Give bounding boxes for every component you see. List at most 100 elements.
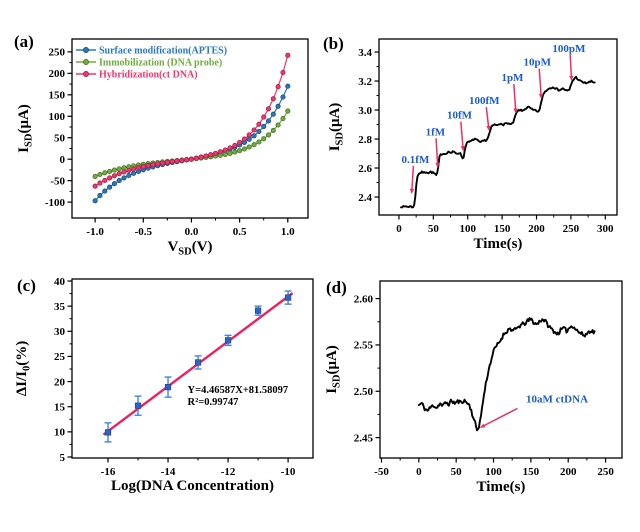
x-axis-label: Time(s) [474, 236, 523, 252]
svg-text:2.8: 2.8 [358, 134, 372, 146]
svg-text:100: 100 [459, 223, 476, 235]
svg-text:-16: -16 [101, 466, 116, 478]
chart-c-calibration: -16 -14 -12 -10 5 10 15 20 25 30 35 40 Log(DNA Conce… [14, 276, 314, 494]
svg-text:25: 25 [54, 351, 66, 363]
panel-c: (c) -16 -14 -12 -10 5 10 15 20 25 30 35 40 Log(DNA C… [0, 266, 320, 532]
svg-text:50: 50 [54, 133, 66, 145]
svg-text:20: 20 [54, 376, 66, 388]
annotations: 10aM ctDNA [479, 394, 588, 428]
data-point [224, 337, 232, 344]
x-axis-label: VSD(V) [167, 239, 212, 258]
svg-text:100fM: 100fM [469, 95, 500, 107]
svg-text:50: 50 [451, 466, 463, 478]
svg-text:10aM ctDNA: 10aM ctDNA [526, 394, 588, 406]
svg-text:Hybridization(ct DNA): Hybridization(ct DNA) [99, 70, 198, 81]
svg-text:R²=0.99747: R²=0.99747 [188, 397, 239, 408]
svg-text:2.55: 2.55 [354, 340, 374, 352]
svg-text:100pM: 100pM [552, 43, 586, 55]
svg-text:0: 0 [60, 154, 66, 166]
chart-d-time-trace: -50 0 50 100 150 200 250 2.45 2.50 2.55 2.60 Time(s… [324, 280, 623, 495]
svg-text:300: 300 [597, 223, 614, 235]
svg-text:0.5: 0.5 [233, 226, 247, 238]
svg-text:150: 150 [49, 90, 66, 102]
svg-text:0.1fM: 0.1fM [402, 154, 430, 166]
x-axis-label: Time(s) [477, 479, 526, 495]
panel-a: (a) -1.0 -0.5 0.0 0.5 1.0 -100 -50 0 50 100 150 200… [0, 0, 320, 266]
svg-text:10pM: 10pM [523, 57, 551, 69]
data-point [134, 402, 142, 409]
svg-text:150: 150 [523, 466, 540, 478]
svg-text:50: 50 [428, 223, 440, 235]
svg-text:3.4: 3.4 [358, 47, 372, 59]
svg-text:-0.5: -0.5 [135, 226, 153, 238]
svg-text:1.0: 1.0 [281, 226, 295, 238]
iv-series [92, 52, 291, 204]
y-axis-label: ISD(μA) [324, 345, 343, 394]
svg-text:100: 100 [49, 111, 66, 123]
axes: 0 50 100 150 200 250 300 2.4 2.6 2.8 3.0 3.2 3.4 [358, 38, 618, 235]
panel-c-label: (c) [17, 276, 36, 295]
svg-text:200: 200 [528, 223, 545, 235]
svg-text:2.45: 2.45 [354, 432, 374, 444]
data-point [194, 359, 202, 366]
svg-text:Surface modification(APTES): Surface modification(APTES) [99, 46, 227, 57]
y-axis-label: ISD(μA) [16, 104, 35, 153]
svg-text:0: 0 [416, 466, 422, 478]
svg-text:2.60: 2.60 [354, 293, 374, 305]
svg-text:40: 40 [54, 276, 66, 288]
data-point [284, 294, 292, 301]
calibration-series [102, 290, 294, 443]
data-point [254, 307, 262, 314]
svg-text:15: 15 [54, 402, 66, 414]
svg-text:10: 10 [54, 427, 66, 439]
panel-a-label: (a) [14, 32, 34, 51]
svg-text:200: 200 [49, 68, 66, 80]
axes: -1.0 -0.5 0.0 0.5 1.0 -100 -50 0 50 100 150 200 250 [45, 38, 309, 238]
axes: -50 0 50 100 150 200 250 2.45 2.50 2.55 2.60 [354, 280, 623, 478]
panel-d: (d) -50 0 50 100 150 200 250 2.45 2.50 2.55 2.60 Ti… [320, 266, 640, 532]
svg-text:30: 30 [54, 326, 66, 338]
svg-text:1fM: 1fM [426, 126, 446, 138]
svg-text:200: 200 [560, 466, 577, 478]
chart-b-time-trace: 0 50 100 150 200 250 300 2.4 2.6 2.8 3.0 3.2 3.4 Time… [327, 38, 618, 252]
panel-d-label: (d) [326, 278, 347, 297]
legend: Surface modification(APTES)Immobilizatio… [76, 46, 227, 81]
panel-b: (b) 0 50 100 150 200 250 300 2.4 2.6 2.8 3.0 3.2 3.4… [320, 0, 640, 266]
svg-text:-12: -12 [221, 466, 236, 478]
svg-text:100: 100 [485, 466, 502, 478]
svg-text:Immobilization (DNA probe): Immobilization (DNA probe) [99, 58, 222, 69]
svg-text:-14: -14 [161, 466, 176, 478]
svg-text:1pM: 1pM [501, 72, 524, 84]
x-axis-label: Log(DNA Concentration) [111, 478, 274, 494]
series-1 [92, 108, 291, 179]
svg-text:35: 35 [54, 301, 66, 313]
svg-text:5: 5 [60, 452, 66, 464]
svg-text:0.0: 0.0 [185, 226, 199, 238]
svg-text:250: 250 [597, 466, 614, 478]
svg-text:3.2: 3.2 [358, 76, 372, 88]
y-axis-label: ΔI/I0(%) [14, 341, 33, 397]
data-point [104, 429, 112, 436]
panel-b-label: (b) [323, 34, 344, 53]
signal-trace [400, 75, 596, 209]
svg-text:2.50: 2.50 [354, 386, 374, 398]
svg-text:-100: -100 [45, 197, 66, 209]
svg-text:-1.0: -1.0 [86, 226, 104, 238]
signal-trace [417, 317, 596, 432]
svg-text:-50: -50 [374, 466, 389, 478]
svg-text:2.4: 2.4 [358, 192, 372, 204]
chart-a-iv-curves: -1.0 -0.5 0.0 0.5 1.0 -100 -50 0 50 100 150 200 250 V… [16, 38, 309, 258]
svg-text:0: 0 [396, 223, 402, 235]
svg-text:-50: -50 [50, 175, 65, 187]
svg-text:3.0: 3.0 [358, 105, 372, 117]
axes: -16 -14 -12 -10 5 10 15 20 25 30 35 40 [54, 276, 314, 478]
svg-text:250: 250 [563, 223, 580, 235]
data-point [164, 384, 172, 391]
svg-text:10fM: 10fM [447, 110, 473, 122]
y-axis-label: ISD(μA) [327, 103, 346, 152]
svg-text:250: 250 [49, 47, 66, 59]
svg-text:150: 150 [494, 223, 511, 235]
